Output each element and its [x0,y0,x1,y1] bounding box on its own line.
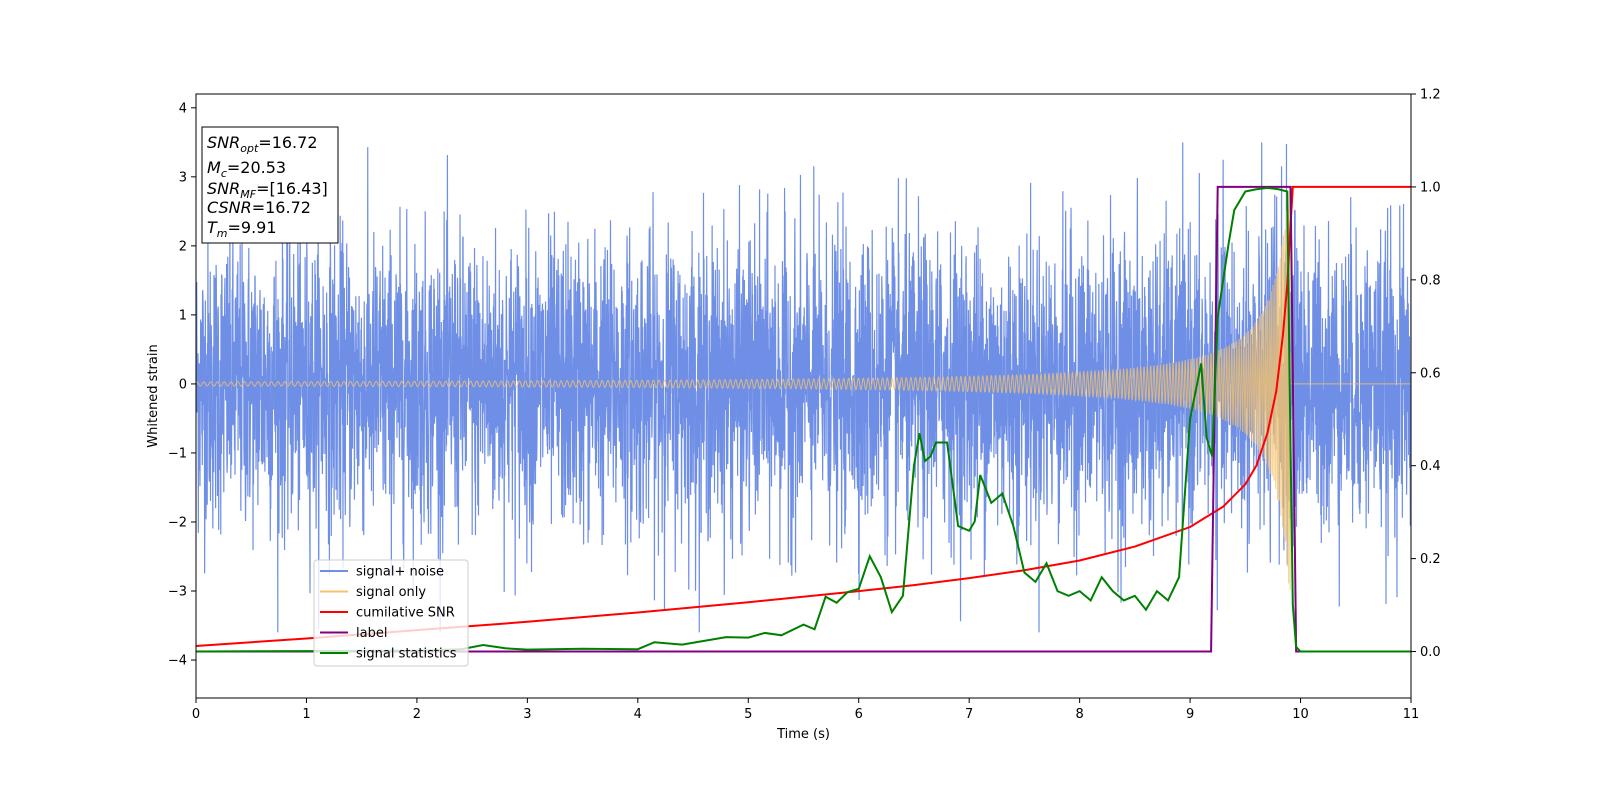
x-tick-label: 5 [744,707,752,722]
x-tick-label: 0 [192,707,200,722]
legend-label: signal+ noise [356,565,444,580]
x-axis: 0 1 2 3 4 5 6 7 8 9 10 11 [192,698,1419,722]
y-axis-label: Whitened strain [146,344,161,447]
x-tick-label: 6 [855,707,863,722]
info-snr-mf: SNRMF=[16.43] [207,179,328,201]
y-tick-label: 3 [179,170,187,185]
info-csnr: CSNR=16.72 [207,198,311,217]
y-axis-left: −4 −3 −2 −1 0 1 2 3 4 [168,101,196,669]
y2-tick-label: 0.6 [1420,366,1441,381]
x-axis-label: Time (s) [776,727,830,742]
y2-tick-label: 0.0 [1420,645,1441,660]
y-tick-label: −4 [168,654,187,669]
info-snr-opt: SNRopt=16.72 [207,133,318,155]
x-tick-label: 8 [1075,707,1083,722]
y-tick-label: −2 [168,515,187,530]
y2-tick-label: 1.2 [1420,88,1441,103]
y-tick-label: 2 [179,239,187,254]
legend-label: signal statistics [356,647,457,662]
axes-frame [195,93,1412,699]
y-tick-label: −1 [168,446,187,461]
info-tm: Tm=9.91 [207,218,277,240]
info-box-frame [201,126,339,244]
info-mc: Mc=20.53 [207,158,286,180]
info-box: SNRopt=16.72 Mc=20.53 SNRMF=[16.43] CSNR… [201,126,339,244]
x-tick-label: 2 [413,707,421,722]
legend-label: label [356,626,387,641]
x-tick-label: 11 [1403,707,1420,722]
y-tick-label: 4 [179,101,187,116]
x-tick-label: 1 [302,707,310,722]
y2-tick-label: 0.4 [1420,459,1441,474]
plot-area [196,142,1411,653]
x-tick-label: 3 [523,707,531,722]
legend: signal+ noise signal only cumilative SNR la… [313,559,469,667]
legend-frame [313,559,469,667]
x-tick-label: 4 [634,707,642,722]
x-tick-label: 7 [965,707,973,722]
series-signal-only [196,187,1411,590]
series-signal-statistics [196,186,1411,653]
x-tick-label: 10 [1292,707,1309,722]
y2-tick-label: 0.2 [1420,552,1441,567]
y-axis-right: 0.0 0.2 0.4 0.6 0.8 1.0 1.2 [1411,88,1441,660]
y-tick-label: −3 [168,585,187,600]
y-tick-label: 0 [179,377,187,392]
series-cumulative-snr [196,185,1411,647]
y2-tick-label: 1.0 [1420,180,1441,195]
x-tick-label: 9 [1186,707,1194,722]
legend-label: signal only [356,585,426,600]
y2-tick-label: 0.8 [1420,273,1441,288]
legend-label: cumilative SNR [356,606,455,621]
y-tick-label: 1 [179,308,187,323]
